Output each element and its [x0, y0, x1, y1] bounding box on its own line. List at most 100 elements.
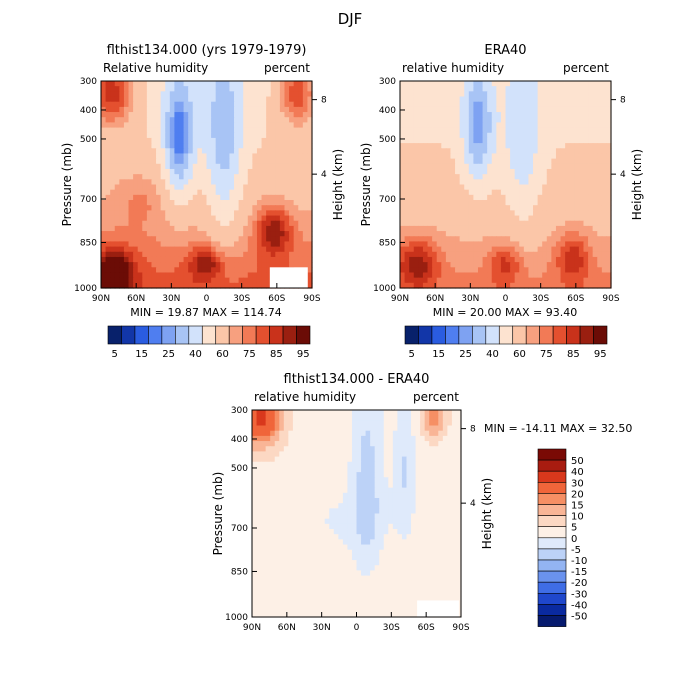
contour-cell [574, 127, 580, 134]
contour-cell [252, 430, 258, 437]
contour-cell [302, 168, 309, 175]
contour-cell [451, 420, 458, 427]
y-axis-label: Pressure (mb) [60, 143, 74, 227]
contour-cell [192, 241, 198, 248]
contour-cell [537, 168, 543, 175]
contour-cell [438, 477, 444, 484]
contour-cell [307, 127, 313, 134]
contour-cell [279, 262, 286, 268]
contour-cell [519, 272, 525, 279]
contour-cell [252, 415, 258, 421]
contour-cell [565, 225, 571, 232]
contour-cell [588, 112, 594, 118]
contour-cell [433, 425, 439, 432]
contour-cell [514, 122, 520, 129]
contour-cell [151, 200, 157, 206]
contour-cell [211, 117, 217, 123]
contour-cell [270, 91, 276, 98]
contour-cell [555, 179, 562, 186]
contour-cell [306, 435, 312, 442]
contour-cell [588, 282, 594, 289]
contour-cell [392, 430, 398, 437]
contour-cell [365, 482, 371, 489]
contour-cell [455, 127, 461, 134]
contour-cell [215, 137, 221, 144]
contour-cell [301, 456, 308, 463]
contour-cell [229, 246, 235, 253]
contour-cell [178, 256, 185, 263]
contour-cell [445, 236, 452, 243]
contour-cell [201, 86, 208, 92]
contour-cell [433, 441, 439, 447]
contour-cell [165, 132, 171, 139]
contour-cell [206, 277, 212, 284]
contour-cell [169, 117, 175, 123]
contour-cell [105, 106, 111, 113]
contour-cell [413, 194, 419, 201]
contour-cell [270, 435, 276, 442]
contour-cell [356, 518, 362, 525]
contour-cell [266, 256, 272, 263]
contour-cell [451, 523, 458, 530]
contour-cell [445, 163, 452, 170]
contour-cell [560, 200, 566, 206]
contour-cell [265, 441, 271, 447]
contour-cell [146, 272, 153, 279]
contour-cell [578, 241, 585, 248]
contour-cell [197, 220, 203, 227]
contour-cell [274, 430, 280, 437]
contour-cell [169, 194, 175, 201]
contour-cell [422, 122, 429, 129]
contour-cell [546, 163, 552, 170]
contour-cell [404, 184, 410, 191]
contour-cell [514, 96, 520, 103]
contour-cell [174, 184, 180, 191]
contour-cell [156, 143, 162, 149]
contour-cell [197, 158, 203, 165]
contour-cell [606, 236, 612, 243]
contour-cell [188, 163, 194, 170]
contour-cell [392, 503, 398, 509]
contour-cell [519, 148, 525, 155]
contour-cell [487, 220, 493, 227]
contour-cell [256, 415, 262, 421]
contour-cell [105, 282, 111, 289]
contour-cell [160, 215, 166, 222]
contour-cell [459, 262, 465, 268]
contour-cell [252, 220, 258, 227]
contour-cell [165, 236, 171, 243]
contour-cell [275, 210, 281, 217]
contour-cell [464, 262, 470, 268]
contour-cell [284, 215, 290, 222]
contour-cell [261, 430, 267, 437]
contour-cell [256, 153, 263, 160]
contour-cell [289, 122, 295, 129]
contour-cell [514, 272, 520, 279]
contour-cell [432, 158, 438, 165]
contour-cell [146, 210, 153, 217]
contour-cell [165, 241, 171, 248]
contour-cell [197, 272, 203, 279]
contour-cell [445, 174, 452, 180]
contour-cell [160, 81, 166, 87]
contour-cell [551, 143, 557, 149]
contour-cell [456, 415, 462, 421]
contour-cell [400, 143, 406, 149]
contour-cell [165, 106, 171, 113]
contour-cell [441, 256, 447, 263]
contour-cell [119, 267, 125, 274]
contour-cell [418, 153, 424, 160]
contour-cell [351, 451, 358, 458]
contour-cell [188, 137, 194, 144]
contour-cell [234, 262, 240, 268]
contour-cell [392, 497, 398, 504]
contour-cell [365, 529, 371, 535]
contour-cell [151, 127, 157, 134]
contour-cell [356, 410, 362, 416]
contour-cell [156, 225, 162, 232]
contour-cell [261, 179, 267, 186]
contour-cell [356, 466, 362, 473]
contour-cell [270, 117, 276, 123]
contour-cell [114, 143, 120, 149]
contour-cell [496, 236, 502, 243]
